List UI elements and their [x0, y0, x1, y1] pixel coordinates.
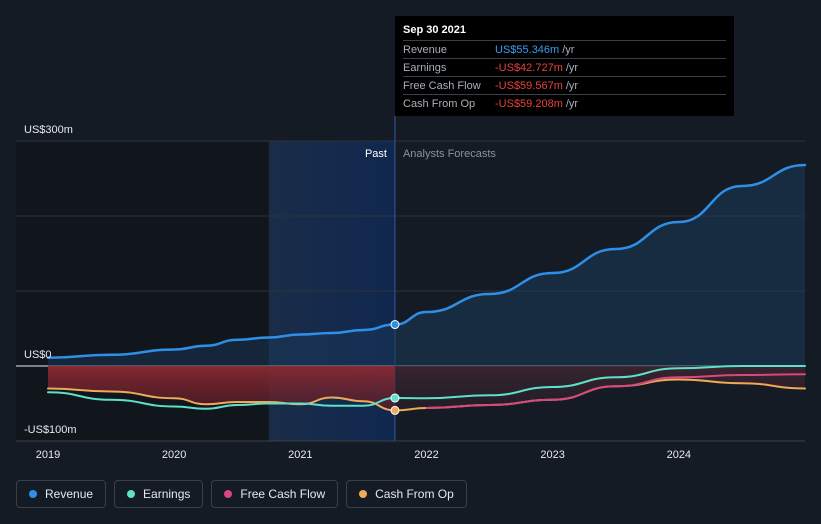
- tooltip-unit: /yr: [565, 61, 579, 74]
- legend-item-revenue[interactable]: Revenue: [16, 480, 107, 508]
- y-tick-label: US$300m: [24, 124, 73, 136]
- marker-earnings: [390, 393, 400, 403]
- free-cash-flow-dot-icon: [224, 490, 233, 498]
- tooltip: Sep 30 2021 Revenue US$55.346m /yr Earni…: [395, 16, 734, 116]
- legend-item-free-cash-flow[interactable]: Free Cash Flow: [211, 480, 339, 508]
- legend-label: Earnings: [143, 487, 191, 501]
- legend-item-earnings[interactable]: Earnings: [114, 480, 204, 508]
- y-tick-label: US$0: [24, 349, 52, 361]
- forecast-label: Analysts Forecasts: [403, 148, 496, 160]
- series-line-earnings: [47, 365, 806, 410]
- negative-past-area: [48, 366, 395, 411]
- tooltip-label: Free Cash Flow: [403, 79, 481, 92]
- legend-label: Revenue: [45, 487, 94, 501]
- tooltip-unit: /yr: [562, 43, 575, 56]
- cash-from-op-dot-icon: [359, 490, 368, 498]
- tooltip-row-free-cash-flow: Free Cash Flow -US$59.567m /yr: [403, 76, 726, 94]
- legend-item-cash-from-op[interactable]: Cash From Op: [346, 480, 467, 508]
- legend-label: Free Cash Flow: [240, 487, 326, 501]
- earnings-dot-icon: [127, 490, 136, 498]
- x-tick-label: 2024: [667, 449, 691, 461]
- x-tick-label: 2020: [162, 449, 186, 461]
- tooltip-date: Sep 30 2021: [403, 24, 466, 36]
- x-tick-label: 2019: [36, 449, 60, 461]
- tooltip-value: -US$59.567m: [495, 79, 563, 92]
- legend: Revenue Earnings Free Cash Flow Cash Fro…: [16, 480, 467, 508]
- tooltip-label: Cash From Op: [403, 97, 476, 110]
- y-tick-label: -US$100m: [24, 424, 77, 436]
- legend-label: Cash From Op: [375, 487, 454, 501]
- tooltip-label: Revenue: [403, 43, 448, 56]
- x-tick-label: 2022: [414, 449, 438, 461]
- revenue-dot-icon: [29, 490, 37, 498]
- tooltip-row-earnings: Earnings -US$42.727m /yr: [403, 58, 726, 76]
- x-tick-label: 2021: [288, 449, 312, 461]
- tooltip-value: -US$42.727m: [495, 61, 563, 74]
- tooltip-unit: /yr: [565, 97, 579, 110]
- past-label: Past: [365, 148, 387, 160]
- tooltip-row-revenue: Revenue US$55.346m /yr: [403, 40, 726, 58]
- tooltip-value: US$55.346m: [495, 43, 560, 56]
- tooltip-value: -US$59.208m: [495, 97, 563, 110]
- tooltip-label: Earnings: [403, 61, 447, 74]
- marker-revenue: [390, 320, 400, 330]
- x-tick-label: 2023: [540, 449, 564, 461]
- series-line-revenue: [46, 163, 807, 359]
- revenue-forecast-area: [394, 165, 805, 366]
- tooltip-row-cash-from-op: Cash From Op -US$59.208m /yr: [403, 94, 726, 112]
- series-line-free-cash-flow: [425, 373, 806, 409]
- tooltip-unit: /yr: [565, 79, 579, 92]
- marker-cash-from-op: [390, 405, 400, 415]
